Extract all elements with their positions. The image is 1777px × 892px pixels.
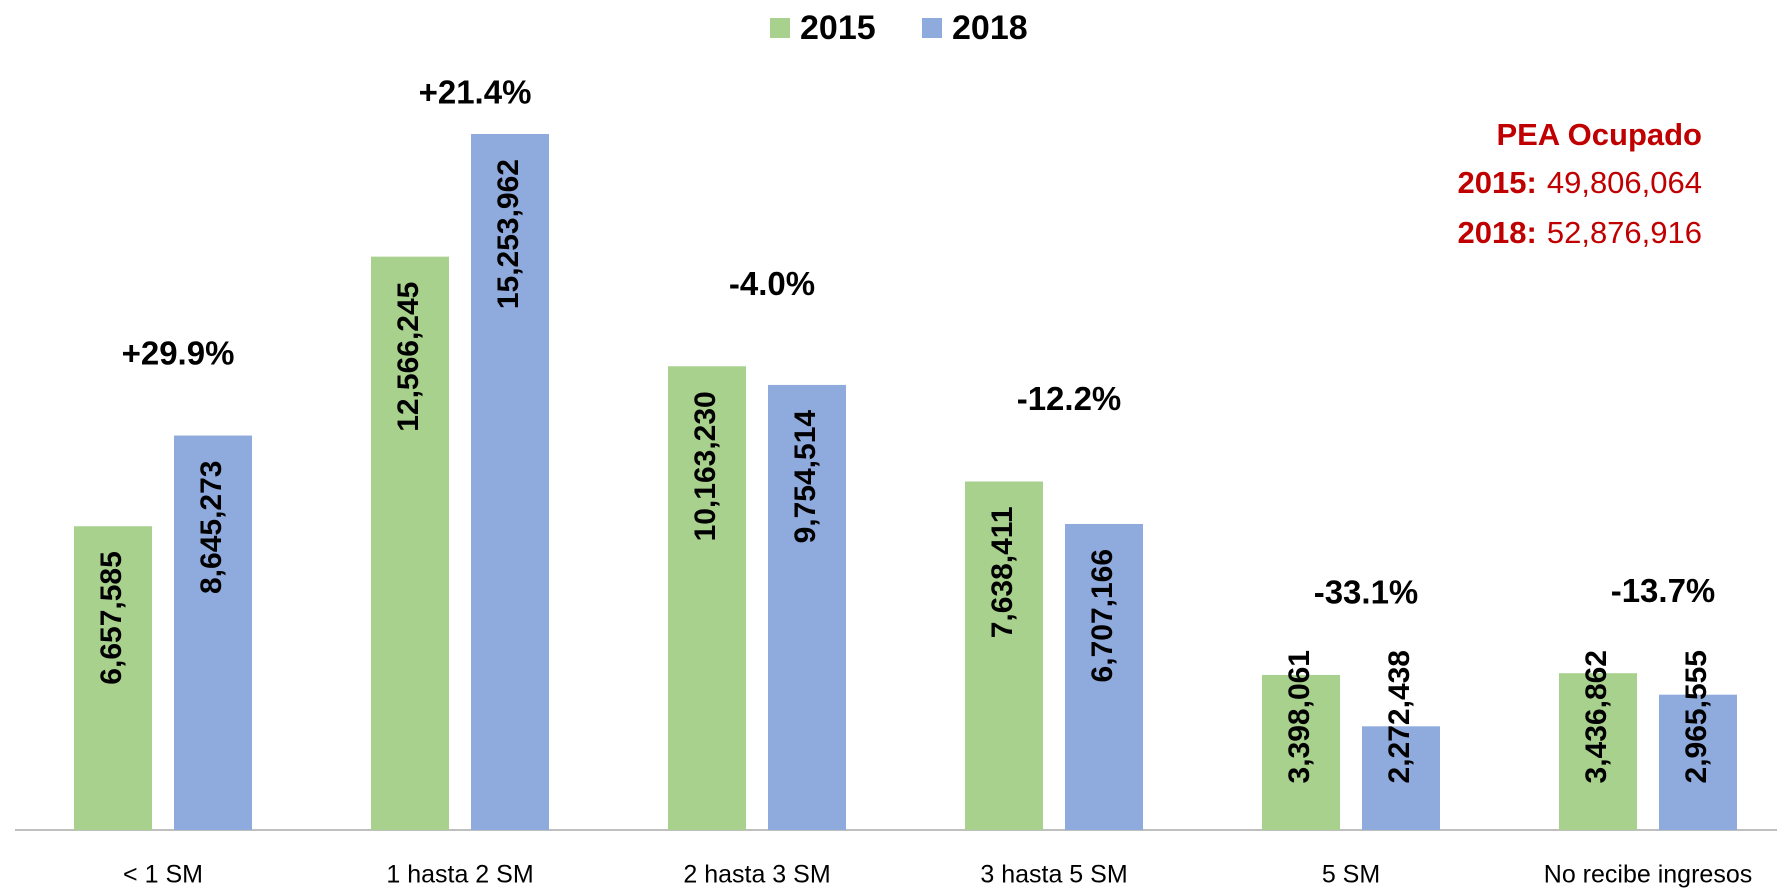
value-label: 3,398,061 [1283,650,1316,783]
bar [965,481,1043,830]
annotation: -33.1% [1314,574,1419,611]
x-tick-label: 2 hasta 3 SM [683,861,830,889]
info-value: 49,806,064 [1547,165,1702,200]
value-label: 8,645,273 [195,461,228,594]
bar [1065,523,1143,830]
bar [668,366,746,830]
bar [471,134,549,830]
x-tick-label: 3 hasta 5 SM [980,861,1127,889]
x-tick-label: No recibe ingresos [1544,861,1752,889]
value-label: 2,965,555 [1680,650,1713,783]
legend-label: 2015 [800,9,876,47]
info-row: 2015: 49,806,064 [1458,165,1702,200]
x-tick-label: < 1 SM [123,861,203,889]
value-label: 10,163,230 [689,391,722,541]
value-label: 6,657,585 [95,551,128,684]
annotation: -13.7% [1611,572,1716,609]
bar [371,256,449,830]
value-label: 15,253,962 [492,159,525,309]
x-tick-label: 5 SM [1322,861,1380,889]
info-title: PEA Ocupado [1496,117,1702,152]
info-label: 2018: [1458,215,1537,250]
bar [1659,694,1737,830]
legend-swatch [770,18,790,38]
bar [1262,674,1340,830]
x-tick-label: 1 hasta 2 SM [386,861,533,889]
annotation: +29.9% [122,334,235,371]
bar [74,526,152,830]
info-value: 52,876,916 [1547,215,1702,250]
value-label: 9,754,514 [789,410,822,544]
info-label: 2015: [1458,165,1537,200]
value-label: 6,707,166 [1086,549,1119,682]
value-label: 2,272,438 [1383,650,1416,783]
bar [1559,673,1637,830]
legend-label: 2018 [952,9,1028,47]
annotation: -12.2% [1017,380,1122,417]
bar [768,384,846,830]
info-row: 2018: 52,876,916 [1458,215,1702,250]
value-label: 3,436,862 [1580,650,1613,783]
bar [174,435,252,830]
value-label: 7,638,411 [986,506,1019,638]
annotation: -4.0% [729,265,815,302]
value-label: 12,566,245 [392,282,425,432]
legend-swatch [922,18,942,38]
annotation: +21.4% [419,74,532,111]
bar [1362,726,1440,830]
